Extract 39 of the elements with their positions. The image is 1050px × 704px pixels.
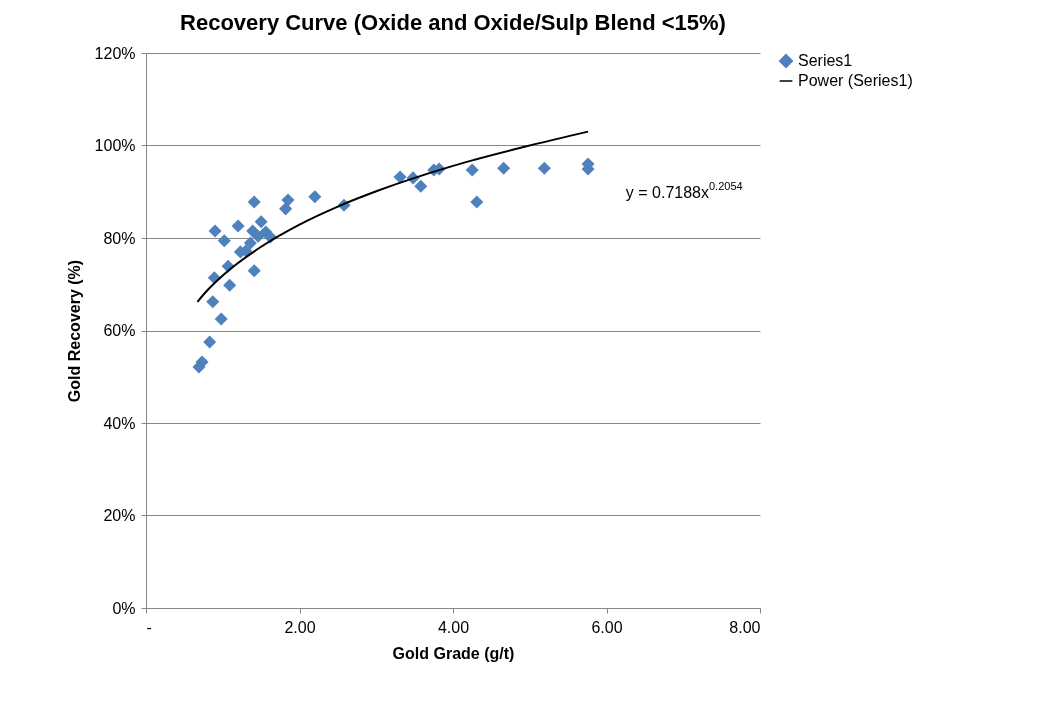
point <box>254 215 268 229</box>
x-tick-label: - <box>146 618 152 636</box>
point <box>470 195 484 209</box>
point <box>247 264 261 278</box>
point <box>223 278 237 292</box>
y-tick-label: 0% <box>112 599 136 617</box>
point <box>279 202 293 216</box>
x-tick-label: 6.00 <box>591 618 623 636</box>
point <box>231 219 245 233</box>
point <box>217 234 231 248</box>
point <box>251 229 265 243</box>
y-axis-title: Gold Recovery (%) <box>65 259 83 403</box>
x-tick-label: 8.00 <box>729 618 761 636</box>
x-axis-title: Gold Grade (g/t) <box>392 644 515 662</box>
point <box>203 335 217 349</box>
chart-title: Recovery Curve (Oxide and Oxide/Sulp Blend <15%) <box>180 10 726 35</box>
point <box>281 193 295 207</box>
point <box>465 163 479 177</box>
y-tick-label: 100% <box>94 137 136 154</box>
y-tick-label: 40% <box>103 414 136 432</box>
point <box>243 236 257 250</box>
point <box>393 170 407 184</box>
legend-label: Series1 <box>798 52 853 69</box>
point <box>414 179 428 193</box>
point <box>206 295 220 309</box>
point <box>214 312 228 326</box>
x-tick-label: 4.00 <box>437 618 470 636</box>
point <box>537 161 551 175</box>
y-tick-label: 120% <box>94 44 136 62</box>
y-tick-label: 80% <box>103 229 136 247</box>
point <box>497 161 511 175</box>
point <box>308 190 322 204</box>
y-tick-label: 20% <box>103 507 136 524</box>
line-series <box>196 130 590 303</box>
legend-label: Power (Series1) <box>798 72 913 89</box>
y-tick-label: 60% <box>103 322 136 339</box>
point <box>208 224 222 238</box>
point <box>247 195 261 209</box>
x-tick-label: 2.00 <box>284 618 316 636</box>
